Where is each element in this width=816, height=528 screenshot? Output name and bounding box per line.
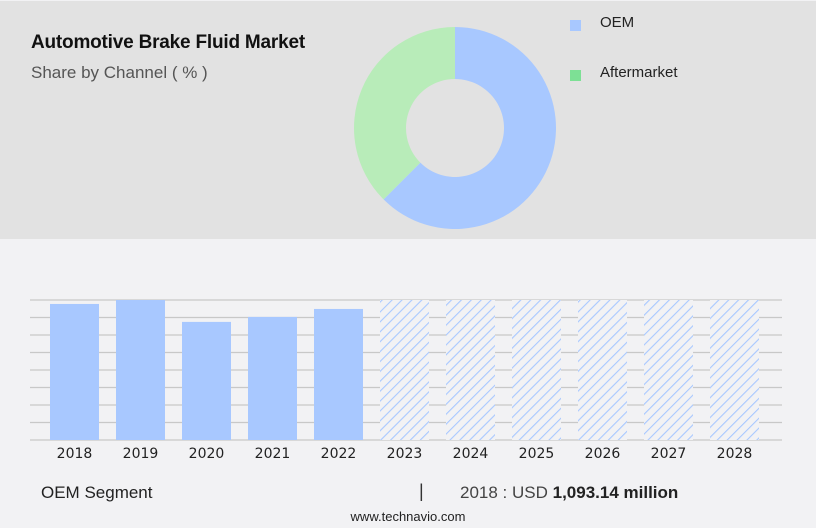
top-panel: Automotive Brake Fluid Market Share by C… <box>0 0 816 239</box>
legend-label-oem: OEM <box>600 14 635 31</box>
segment-value-amount: 1,093.14 million <box>552 483 679 502</box>
donut-slice-oem <box>383 27 556 229</box>
x-label-2028: 2028 <box>716 446 753 462</box>
x-label-2020: 2020 <box>188 446 225 462</box>
bar-2022 <box>314 308 363 440</box>
segment-label: OEM Segment <box>41 483 153 502</box>
bar-2027 <box>644 300 693 440</box>
top-strip <box>0 0 816 1</box>
x-label-2025: 2025 <box>518 446 555 462</box>
x-label-2021: 2021 <box>254 446 291 462</box>
bar-2028 <box>710 300 759 440</box>
bars <box>50 300 759 440</box>
x-label-2024: 2024 <box>452 446 489 462</box>
chart-subtitle: Share by Channel ( % ) <box>31 63 208 82</box>
bar-2019 <box>116 300 165 440</box>
bar-2021 <box>248 316 297 440</box>
x-label-2018: 2018 <box>56 446 93 462</box>
segment-value-prefix: 2018 : USD <box>460 483 548 502</box>
x-label-2023: 2023 <box>386 446 423 462</box>
x-label-2022: 2022 <box>320 446 357 462</box>
website-link[interactable]: www.technavio.com <box>350 509 466 524</box>
x-label-2019: 2019 <box>122 446 159 462</box>
donut-slices <box>354 27 556 229</box>
chart-title: Automotive Brake Fluid Market <box>31 32 305 53</box>
bar-chart <box>30 299 782 441</box>
bar-2026 <box>578 300 627 440</box>
x-label-2027: 2027 <box>650 446 687 462</box>
segment-value: 2018 : USD 1,093.14 million <box>460 483 678 503</box>
bar-2024 <box>446 300 495 440</box>
bar-2018 <box>50 303 99 440</box>
legend-swatch-aftermarket <box>570 70 581 81</box>
bar-2020 <box>182 321 231 440</box>
legend-label-aftermarket: Aftermarket <box>600 64 678 81</box>
donut-chart <box>354 27 556 229</box>
bar-2023 <box>380 300 429 440</box>
footer-separator: | <box>419 481 424 501</box>
donut-slice-aftermarket <box>354 27 455 200</box>
x-label-2026: 2026 <box>584 446 621 462</box>
bar-2025 <box>512 300 561 440</box>
legend-swatch-oem <box>570 20 581 31</box>
